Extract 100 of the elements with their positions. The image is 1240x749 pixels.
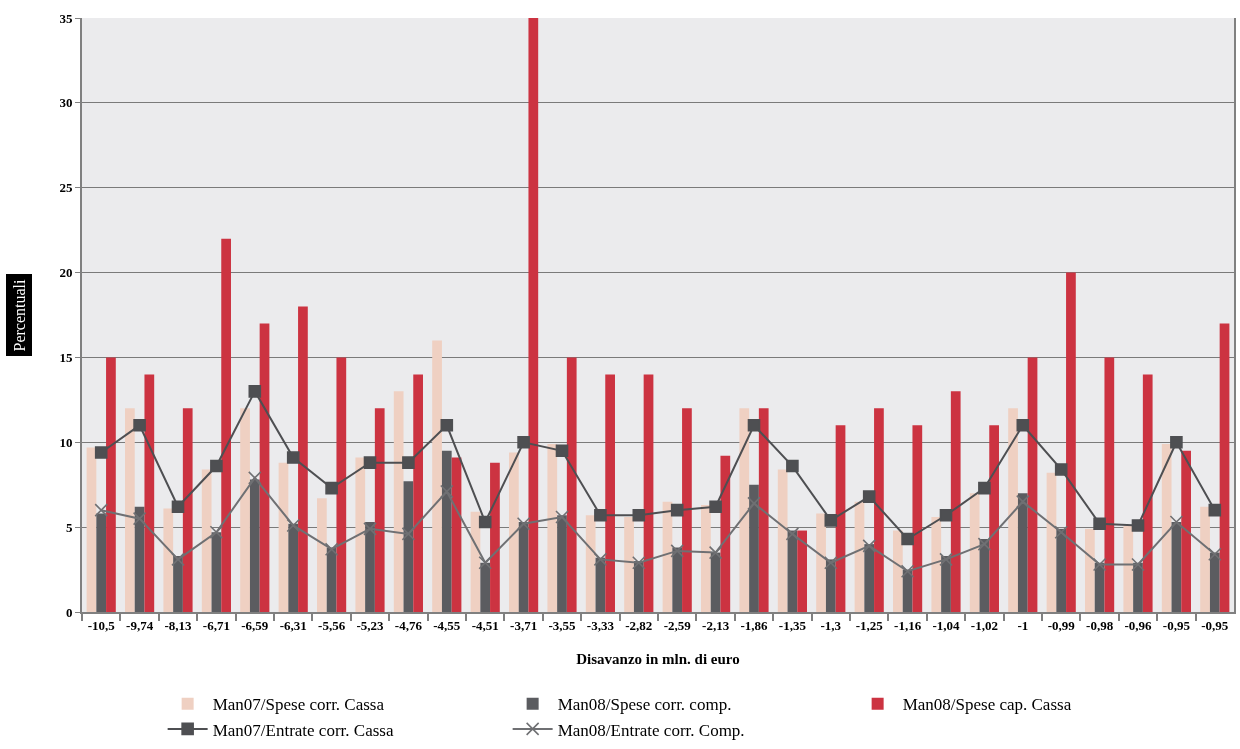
x-tick-label: -1,25 [855,617,884,633]
legend-label: Man08/Spese cap. Cassa [902,695,1072,715]
bar [585,515,596,612]
bar [825,559,836,612]
bar [259,323,270,612]
bar [1123,525,1134,612]
x-tick-label: -5,56 [318,617,346,633]
bar [672,547,683,612]
point [862,539,876,553]
x-tick-label: -1 [1017,617,1029,633]
point [132,511,147,526]
point [325,481,338,495]
x-tick-label: -2,13 [702,617,730,633]
point [1208,547,1222,562]
x-tick-label: -0,95 [1162,617,1191,633]
x-tick-label: -0,96 [1124,617,1153,633]
bar [393,391,404,612]
bar [365,522,375,612]
bar [864,544,875,612]
point [1131,519,1145,532]
x-tick-label: -4,76 [394,617,423,633]
bar [1133,562,1143,612]
y-tick-label: 30 [59,95,73,111]
point [900,564,915,579]
point [785,527,800,541]
bar [528,18,539,612]
x-tick-label: -6,31 [279,617,307,633]
point [978,481,991,495]
bar [144,374,155,612]
bar [1219,323,1230,612]
point [747,419,761,432]
bar [441,450,452,612]
x-tick-label: -1,02 [970,617,998,633]
x-tick-label: -6,59 [241,617,269,633]
legend-label: Man08/Entrate corr. Comp. [557,720,745,740]
bar [566,357,577,612]
point [555,444,569,458]
point [324,542,339,557]
point [478,555,492,570]
bar [749,484,759,612]
bar [374,408,385,612]
bar [249,479,260,612]
bar [777,469,788,612]
x-tick-label: -2,82 [625,617,653,633]
point [1169,515,1184,529]
bar [1142,374,1153,612]
point [1093,517,1106,531]
bar [874,408,884,612]
y-axis-title: Percentuali [10,278,28,352]
x-axis-title: Disavanzo in mln. di euro [576,651,740,668]
bar [739,408,750,612]
point [209,525,224,540]
point [363,522,377,536]
y-tick-label: 35 [59,10,73,26]
bar [633,561,644,612]
x-tick-label: -4,51 [471,617,499,633]
point [516,516,531,531]
x-tick-label: -3,33 [586,617,615,633]
bar [355,457,366,612]
bar [1056,528,1067,612]
bar [758,408,769,612]
point [670,503,684,517]
bar [969,493,980,612]
y-tick-label: 15 [59,349,73,365]
x-tick-label: -1,35 [778,617,807,633]
bar [480,562,491,612]
bar [298,306,308,612]
bar [1066,272,1076,612]
x-tick-label: -1,04 [932,617,961,633]
point [709,500,722,514]
bar [1181,450,1191,612]
bar [86,447,97,612]
point [248,385,262,398]
point [248,471,262,485]
x-tick-label: -5,23 [356,617,385,633]
bar [317,498,327,612]
bar [701,505,711,612]
bar [221,238,231,612]
y-tick-label: 10 [59,434,73,450]
point [862,490,876,503]
point [133,419,146,432]
point [632,555,646,570]
y-tick-label: 5 [65,519,73,535]
x-tick-label: -9,74 [126,617,154,633]
x-tick-label: -3,55 [548,617,577,633]
point [210,459,223,473]
point [632,508,646,522]
bar [278,462,289,612]
bar [931,516,942,612]
bar [201,469,212,612]
bar [816,513,826,612]
point [1208,503,1222,517]
point [1131,557,1145,572]
bar [797,530,807,612]
bar [557,515,567,612]
point [670,544,684,558]
bar [1046,472,1057,612]
x-tick-label: -8,13 [164,617,193,633]
point [286,518,300,533]
bar [1104,357,1115,612]
